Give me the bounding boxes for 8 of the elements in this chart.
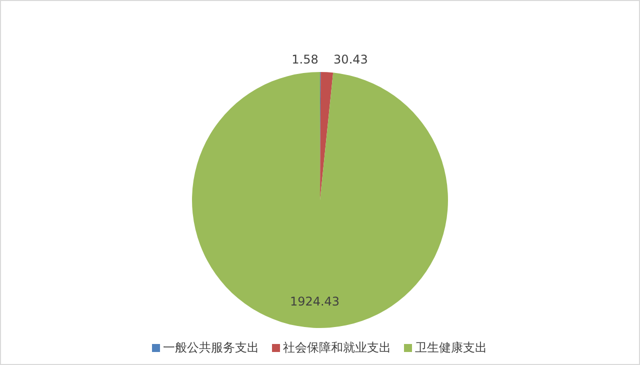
- legend-label: 一般公共服务支出: [163, 340, 259, 354]
- legend-label: 社会保障和就业支出: [283, 340, 391, 354]
- data-label: 1.58: [292, 52, 318, 66]
- data-label: 30.43: [334, 52, 368, 66]
- legend-label: 卫生健康支出: [415, 340, 487, 354]
- pie-slice: [192, 72, 448, 328]
- pie-slice: [320, 72, 334, 200]
- data-label: 1924.43: [290, 294, 340, 309]
